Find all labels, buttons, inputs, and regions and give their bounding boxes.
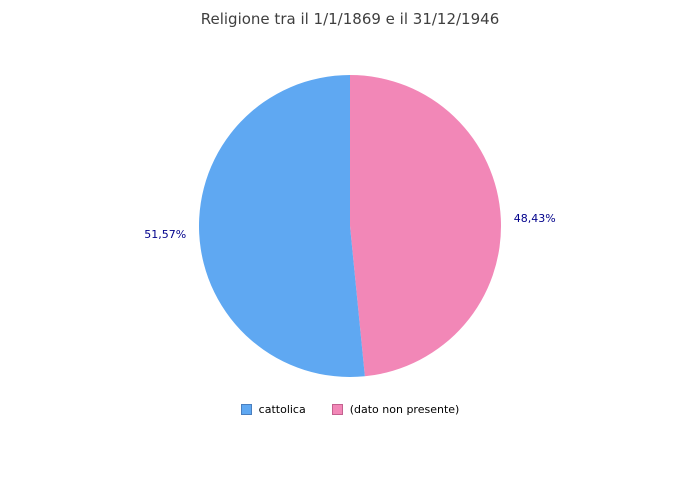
legend-item-cattolica: cattolica — [240, 403, 306, 416]
legend-item-dato-non-presente: (dato non presente) — [331, 403, 460, 416]
legend-label-cattolica: cattolica — [258, 403, 306, 416]
chart-title: Religione tra il 1/1/1869 e il 31/12/194… — [200, 10, 500, 28]
legend-swatch-dato-non-presente — [331, 404, 343, 415]
legend-swatch-cattolica — [240, 404, 252, 415]
slice-percent-label: 51,57% — [144, 228, 186, 241]
pie-slice-dato-non-presente — [350, 75, 502, 377]
chart-legend: cattolica (dato non presente) — [0, 403, 700, 416]
slice-percent-label: 48,43% — [514, 212, 556, 225]
pie-slice-cattolica — [199, 75, 365, 377]
legend-label-dato-non-presente: (dato non presente) — [349, 403, 460, 416]
